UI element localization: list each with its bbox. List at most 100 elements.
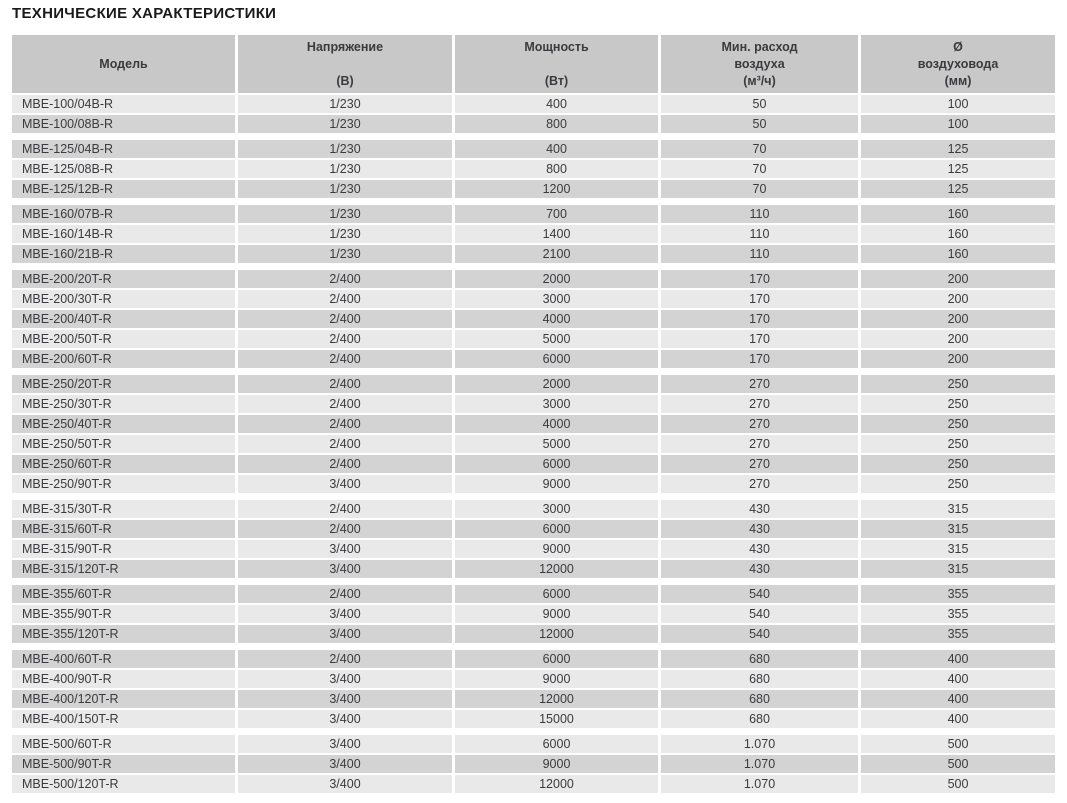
cell-power: 4000 <box>455 415 661 435</box>
table-row: MBE-160/07B-R 1/230 700 110 160 <box>12 205 1055 225</box>
table-row: MBE-355/60T-R 2/400 6000 540 355 <box>12 585 1055 605</box>
cell-diameter: 500 <box>861 735 1055 755</box>
cell-airflow: 430 <box>661 560 861 580</box>
cell-power: 9000 <box>455 755 661 775</box>
cell-airflow: 270 <box>661 435 861 455</box>
cell-airflow: 270 <box>661 395 861 415</box>
cell-model: MBE-400/60T-R <box>12 650 238 670</box>
table-row: MBE-250/60T-R 2/400 6000 270 250 <box>12 455 1055 475</box>
cell-voltage: 3/400 <box>238 475 455 495</box>
header-row: Модель Напряжение (В) Мощность (Вт) Мин.… <box>12 35 1055 95</box>
cell-power: 12000 <box>455 775 661 795</box>
cell-power: 3000 <box>455 290 661 310</box>
cell-airflow: 170 <box>661 290 861 310</box>
cell-model: MBE-315/30T-R <box>12 500 238 520</box>
cell-model: MBE-315/90T-R <box>12 540 238 560</box>
cell-voltage: 3/400 <box>238 670 455 690</box>
cell-voltage: 2/400 <box>238 375 455 395</box>
table-row: MBE-250/90T-R 3/400 9000 270 250 <box>12 475 1055 495</box>
cell-voltage: 2/400 <box>238 650 455 670</box>
cell-model: MBE-355/90T-R <box>12 605 238 625</box>
cell-model: MBE-100/08B-R <box>12 115 238 135</box>
cell-voltage: 2/400 <box>238 310 455 330</box>
cell-power: 700 <box>455 205 661 225</box>
cell-model: MBE-250/30T-R <box>12 395 238 415</box>
cell-diameter: 250 <box>861 475 1055 495</box>
table-row: MBE-125/12B-R 1/230 1200 70 125 <box>12 180 1055 200</box>
header-label-airflow-line2: воздуха <box>734 56 785 71</box>
cell-power: 800 <box>455 115 661 135</box>
table-row: MBE-400/90T-R 3/400 9000 680 400 <box>12 670 1055 690</box>
cell-voltage: 2/400 <box>238 415 455 435</box>
cell-power: 15000 <box>455 710 661 730</box>
group-spacer <box>12 645 1055 650</box>
diameter-icon: Ø <box>953 39 963 54</box>
cell-diameter: 400 <box>861 710 1055 730</box>
cell-airflow: 680 <box>661 650 861 670</box>
cell-power: 6000 <box>455 520 661 540</box>
cell-diameter: 125 <box>861 160 1055 180</box>
cell-voltage: 2/400 <box>238 395 455 415</box>
cell-airflow: 70 <box>661 140 861 160</box>
cell-airflow: 1.070 <box>661 775 861 795</box>
cell-power: 9000 <box>455 605 661 625</box>
table-row: MBE-250/30T-R 2/400 3000 270 250 <box>12 395 1055 415</box>
cell-model: MBE-200/20T-R <box>12 270 238 290</box>
table-row: MBE-355/90T-R 3/400 9000 540 355 <box>12 605 1055 625</box>
cell-power: 6000 <box>455 650 661 670</box>
cell-voltage: 2/400 <box>238 500 455 520</box>
cell-power: 3000 <box>455 500 661 520</box>
spec-table: Модель Напряжение (В) Мощность (Вт) Мин.… <box>12 35 1055 795</box>
cell-voltage: 3/400 <box>238 735 455 755</box>
cell-model: MBE-250/60T-R <box>12 455 238 475</box>
cell-diameter: 315 <box>861 540 1055 560</box>
group-spacer <box>12 580 1055 585</box>
cell-diameter: 160 <box>861 205 1055 225</box>
cell-diameter: 400 <box>861 690 1055 710</box>
cell-voltage: 3/400 <box>238 625 455 645</box>
cell-voltage: 2/400 <box>238 585 455 605</box>
cell-diameter: 250 <box>861 455 1055 475</box>
cell-diameter: 315 <box>861 520 1055 540</box>
cell-airflow: 1.070 <box>661 755 861 775</box>
cell-voltage: 2/400 <box>238 520 455 540</box>
cell-model: MBE-125/12B-R <box>12 180 238 200</box>
cell-power: 9000 <box>455 540 661 560</box>
header-cell-voltage: Напряжение (В) <box>238 35 455 95</box>
cell-airflow: 270 <box>661 375 861 395</box>
cell-diameter: 500 <box>861 775 1055 795</box>
cell-airflow: 430 <box>661 540 861 560</box>
table-body: MBE-100/04B-R 1/230 400 50 100 MBE-100/08B-R 1… <box>12 95 1055 795</box>
cell-model: MBE-125/08B-R <box>12 160 238 180</box>
cell-model: MBE-200/40T-R <box>12 310 238 330</box>
cell-model: MBE-200/30T-R <box>12 290 238 310</box>
cell-voltage: 1/230 <box>238 205 455 225</box>
cell-diameter: 355 <box>861 605 1055 625</box>
cell-airflow: 430 <box>661 500 861 520</box>
cell-airflow: 50 <box>661 95 861 115</box>
cell-voltage: 1/230 <box>238 115 455 135</box>
cell-diameter: 500 <box>861 755 1055 775</box>
group-spacer <box>12 265 1055 270</box>
cell-diameter: 200 <box>861 290 1055 310</box>
cell-airflow: 680 <box>661 690 861 710</box>
cell-diameter: 250 <box>861 375 1055 395</box>
cell-diameter: 125 <box>861 180 1055 200</box>
cell-model: MBE-500/90T-R <box>12 755 238 775</box>
header-label-voltage: Напряжение <box>306 39 384 54</box>
cell-power: 9000 <box>455 475 661 495</box>
cell-model: MBE-355/120T-R <box>12 625 238 645</box>
table-row: MBE-250/20T-R 2/400 2000 270 250 <box>12 375 1055 395</box>
cell-airflow: 170 <box>661 310 861 330</box>
cell-diameter: 200 <box>861 350 1055 370</box>
group-spacer <box>12 370 1055 375</box>
table-row: MBE-200/30T-R 2/400 3000 170 200 <box>12 290 1055 310</box>
table-row: MBE-315/120T-R 3/400 12000 430 315 <box>12 560 1055 580</box>
table-row: MBE-315/60T-R 2/400 6000 430 315 <box>12 520 1055 540</box>
header-label-power: Мощность <box>524 39 589 54</box>
table-row: MBE-200/40T-R 2/400 4000 170 200 <box>12 310 1055 330</box>
table-row: MBE-315/90T-R 3/400 9000 430 315 <box>12 540 1055 560</box>
cell-voltage: 1/230 <box>238 160 455 180</box>
cell-voltage: 1/230 <box>238 95 455 115</box>
cell-voltage: 2/400 <box>238 435 455 455</box>
